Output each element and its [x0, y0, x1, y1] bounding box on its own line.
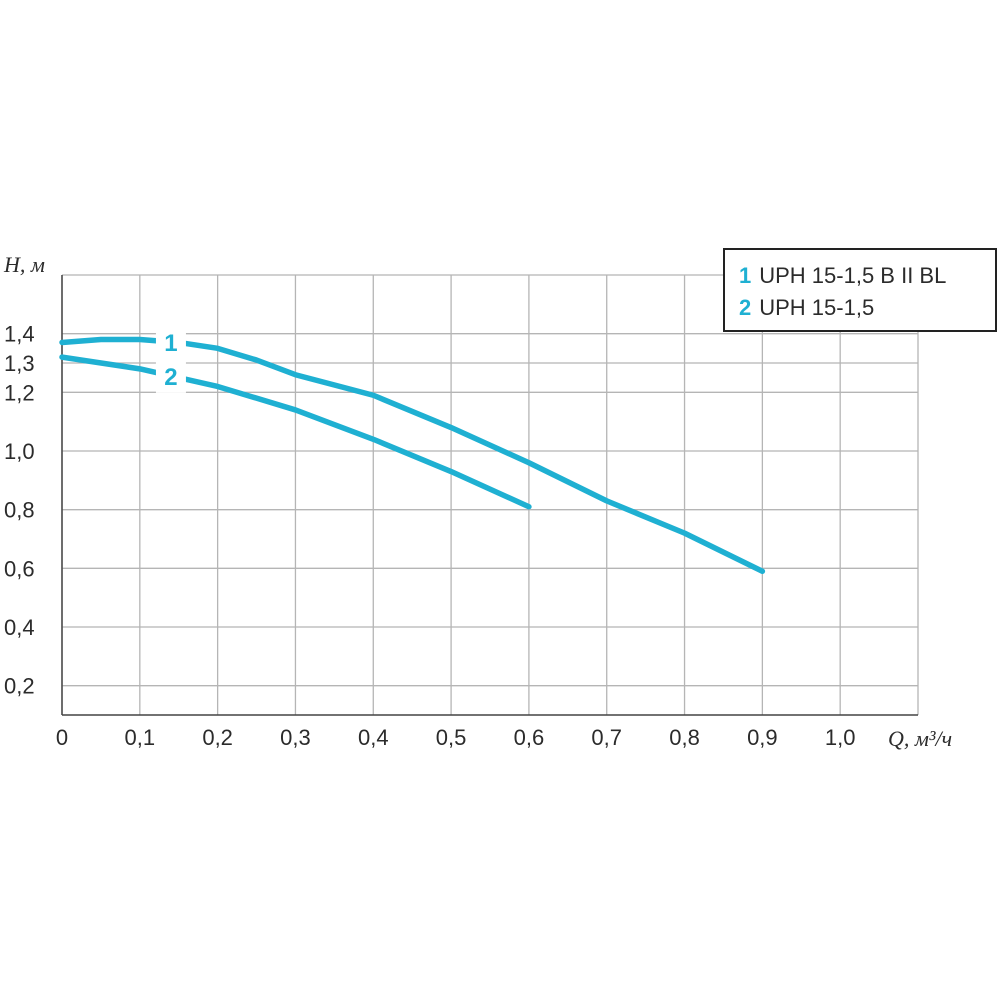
x-axis-title: Q, м³/ч [888, 726, 952, 751]
x-tick-label: 0,3 [280, 725, 311, 750]
axes [61, 275, 918, 716]
y-tick-label: 0,4 [4, 615, 35, 640]
curve-label-2: 2 [164, 364, 177, 391]
x-tick-label: 0,4 [358, 725, 389, 750]
x-tick-label: 0,5 [436, 725, 467, 750]
x-tick-label: 0 [56, 725, 68, 750]
curve-label-bg [155, 324, 186, 359]
legend-item-2-name: UPH 15-1,5 [759, 295, 875, 320]
legend-item-1: 1 UPH 15-1,5 B II BL [739, 260, 995, 292]
series-line-2 [59, 354, 532, 510]
x-tick-label: 0,8 [669, 725, 700, 750]
tick-labels: 0 0,1 0,2 0,3 0,4 0,5 0,6 0,7 0,8 0,9 1,0 0,2 0,4 0,6… [4, 322, 855, 750]
y-tick-label: 1,4 [4, 322, 35, 347]
x-tick-label: 0,2 [202, 725, 233, 750]
x-tick-label: 0,1 [125, 725, 156, 750]
y-tick-label: 1,2 [4, 380, 35, 405]
series-line-1 [59, 336, 766, 575]
legend-item-2-number: 2 [739, 295, 752, 320]
x-tick-label: 0,9 [747, 725, 778, 750]
legend-item-2: 2 UPH 15-1,5 [739, 292, 995, 324]
curve-label-1: 1 [164, 330, 177, 357]
legend-item-1-name: UPH 15-1,5 B II BL [759, 263, 947, 288]
x-tick-label: 0,6 [514, 725, 545, 750]
series-lines: 12 [59, 324, 766, 575]
y-tick-label: 0,8 [4, 498, 35, 523]
y-tick-label: 0,6 [4, 556, 35, 581]
x-tick-label: 1,0 [825, 725, 856, 750]
legend-item-1-number: 1 [739, 263, 752, 288]
grid [61, 274, 919, 715]
y-tick-label: 1,3 [4, 351, 35, 376]
y-axis-title: H, м [3, 252, 45, 277]
curve-label-bg [155, 358, 186, 393]
y-tick-label: 1,0 [4, 439, 35, 464]
legend: 1 UPH 15-1,5 B II BL 2 UPH 15-1,5 [723, 248, 997, 332]
y-tick-label: 0,2 [4, 674, 35, 699]
x-tick-label: 0,7 [591, 725, 622, 750]
